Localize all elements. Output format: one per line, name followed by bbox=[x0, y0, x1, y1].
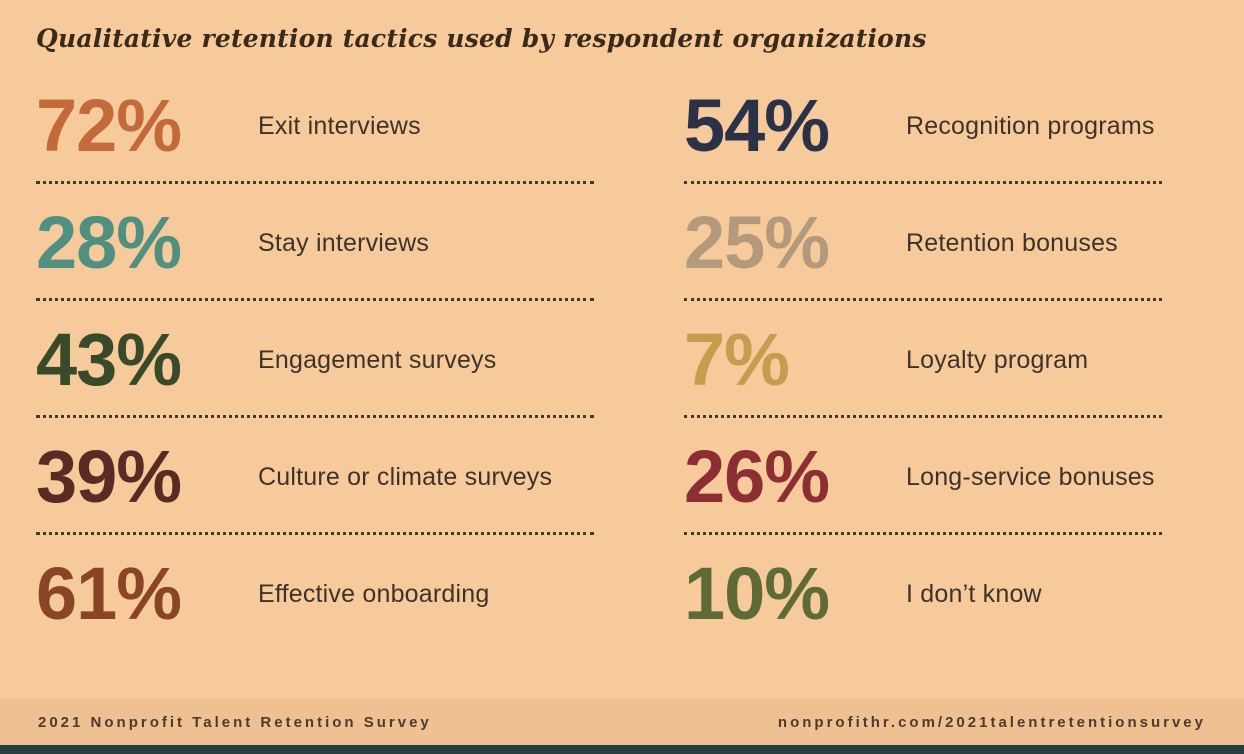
stat-row: 26% Long-service bonuses bbox=[684, 430, 1162, 524]
stat-value: 10% bbox=[684, 552, 830, 635]
stat-row: 10% I don’t know bbox=[684, 547, 1162, 641]
stat-value: 26% bbox=[684, 435, 830, 518]
footer-bar: 2021 Nonprofit Talent Retention Survey n… bbox=[0, 699, 1244, 745]
stat-value: 54% bbox=[684, 84, 830, 167]
stat-row: 54% Recognition programs bbox=[684, 79, 1162, 173]
right-column: 54% Recognition programs 25% Retention b… bbox=[684, 79, 1162, 641]
dotted-divider bbox=[36, 298, 594, 301]
dotted-divider bbox=[36, 532, 594, 535]
stat-label: Stay interviews bbox=[258, 228, 430, 257]
dotted-divider bbox=[36, 415, 594, 418]
stat-value: 7% bbox=[684, 318, 790, 401]
dotted-divider bbox=[684, 181, 1162, 184]
dotted-divider bbox=[684, 532, 1162, 535]
bottom-strip bbox=[0, 745, 1244, 754]
stats-grid: 72% Exit interviews 28% Stay interviews … bbox=[0, 53, 1244, 641]
left-column: 72% Exit interviews 28% Stay interviews … bbox=[36, 79, 594, 641]
stat-value: 25% bbox=[684, 201, 830, 284]
stat-row: 7% Loyalty program bbox=[684, 313, 1162, 407]
stat-label: Retention bonuses bbox=[906, 228, 1118, 257]
stat-value: 61% bbox=[36, 552, 182, 635]
stat-label: Effective onboarding bbox=[258, 579, 490, 608]
stat-label: Engagement surveys bbox=[258, 345, 497, 374]
dotted-divider bbox=[684, 298, 1162, 301]
stat-value: 39% bbox=[36, 435, 182, 518]
dotted-divider bbox=[36, 181, 594, 184]
stat-label: Culture or climate surveys bbox=[258, 462, 553, 491]
stat-value: 28% bbox=[36, 201, 182, 284]
footer-survey-url: nonprofithr.com/2021talentretentionsurve… bbox=[777, 713, 1206, 731]
stat-label: Loyalty program bbox=[906, 345, 1089, 374]
stat-row: 43% Engagement surveys bbox=[36, 313, 594, 407]
stat-row: 25% Retention bonuses bbox=[684, 196, 1162, 290]
stat-row: 28% Stay interviews bbox=[36, 196, 594, 290]
stat-label: Long-service bonuses bbox=[906, 462, 1155, 491]
stat-label: Exit interviews bbox=[258, 111, 421, 140]
stat-row: 39% Culture or climate surveys bbox=[36, 430, 594, 524]
stat-row: 61% Effective onboarding bbox=[36, 547, 594, 641]
stat-value: 72% bbox=[36, 84, 182, 167]
stat-label: I don’t know bbox=[906, 579, 1042, 608]
stat-value: 43% bbox=[36, 318, 182, 401]
dotted-divider bbox=[684, 415, 1162, 418]
footer-survey-name: 2021 Nonprofit Talent Retention Survey bbox=[38, 713, 432, 731]
chart-title: Qualitative retention tactics used by re… bbox=[36, 24, 927, 53]
stat-label: Recognition programs bbox=[906, 111, 1155, 140]
stat-row: 72% Exit interviews bbox=[36, 79, 594, 173]
